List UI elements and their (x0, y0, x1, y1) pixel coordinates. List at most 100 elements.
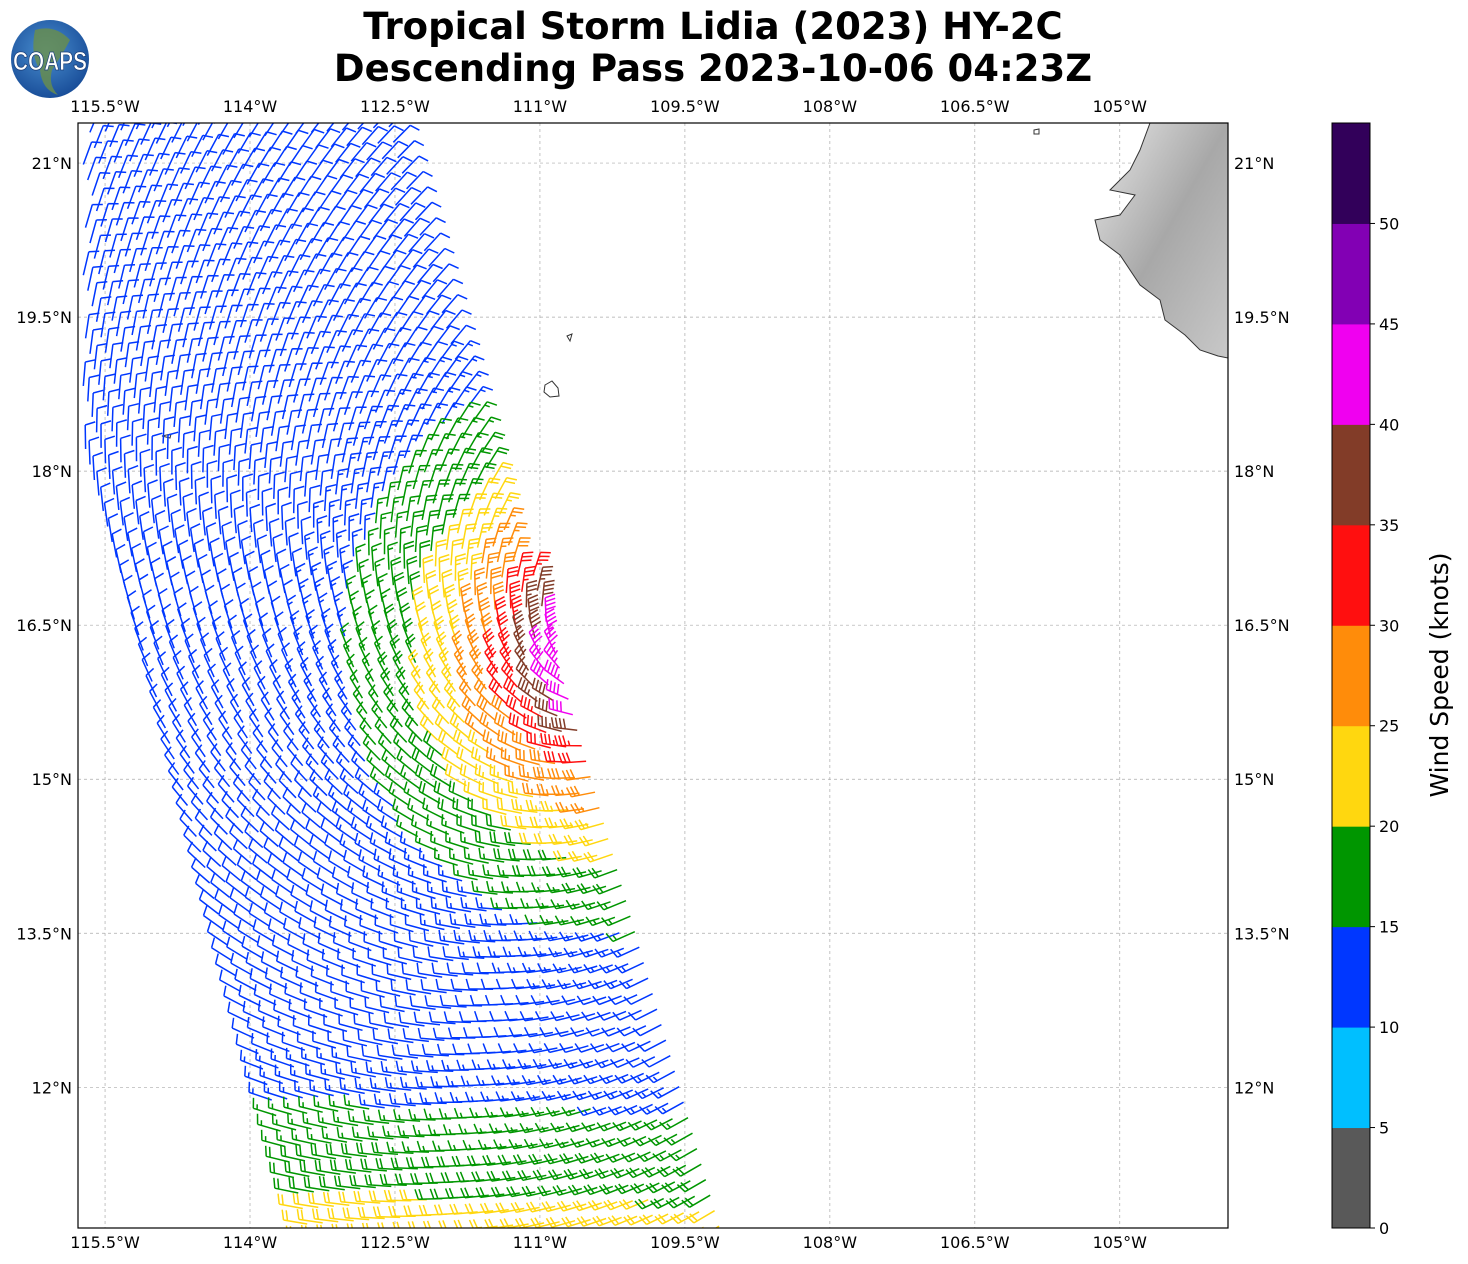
barb-path (351, 1126, 379, 1141)
barb-path (351, 750, 370, 778)
wind-barb (213, 758, 231, 788)
wind-barb (663, 1132, 693, 1146)
wind-barb (435, 631, 448, 661)
wind-barb (367, 527, 379, 556)
barb-path (406, 555, 418, 585)
wind-barb (353, 1013, 379, 1030)
barb-path (104, 123, 110, 132)
wind-barb (363, 931, 388, 951)
barb-path (149, 262, 167, 287)
wind-barb (306, 949, 330, 971)
wind-barb (437, 797, 461, 819)
wind-barb (259, 820, 279, 848)
barb-path (326, 329, 347, 353)
wind-barb (124, 232, 143, 257)
barb-path (423, 232, 451, 252)
barb-path (213, 320, 231, 346)
wind-barb (530, 1106, 560, 1118)
wind-barb (184, 166, 206, 190)
barb-path (504, 1010, 534, 1022)
wind-barb (373, 1093, 401, 1108)
barb-path (397, 1125, 425, 1138)
barb-path (359, 497, 373, 525)
wind-barb (548, 947, 578, 958)
wind-barb (524, 914, 553, 926)
wind-barb (545, 1106, 576, 1117)
wind-barb (160, 354, 175, 381)
wind-barb (457, 567, 469, 597)
wind-barb (255, 410, 271, 438)
barb-path (350, 359, 372, 383)
wind-barb (369, 766, 390, 792)
wind-barb (402, 1028, 429, 1043)
wind-barb (456, 508, 474, 534)
barb-path (291, 547, 303, 577)
barb-path (202, 775, 220, 804)
wind-barb (161, 603, 172, 634)
barb-path (332, 298, 355, 321)
wind-barb (368, 1012, 394, 1029)
wind-barb (135, 495, 146, 525)
wind-barb (286, 300, 307, 325)
wind-barb (230, 630, 242, 660)
barb-path (386, 156, 413, 175)
barb-path (253, 240, 275, 264)
wind-barb (240, 741, 257, 770)
barb-path (422, 554, 434, 584)
barb-path (561, 769, 591, 781)
wind-barb (237, 520, 248, 549)
wind-barb (331, 800, 352, 827)
barb-path (434, 713, 454, 740)
barb-path (466, 1155, 496, 1167)
barb-path (397, 465, 414, 491)
wind-barb (297, 393, 315, 419)
wind-barb (236, 854, 257, 881)
barb-path (361, 652, 375, 682)
barb-path (166, 493, 178, 523)
wind-barb (207, 663, 220, 693)
barb-path (206, 921, 228, 946)
wind-barb (488, 677, 507, 705)
barb-path (279, 332, 299, 357)
barb-path (495, 1202, 525, 1214)
wind-barb (355, 157, 381, 178)
wind-barb (275, 317, 295, 341)
wind-barb (119, 434, 131, 463)
barb-path (446, 962, 474, 976)
wind-barb (208, 600, 218, 630)
wind-barb (151, 432, 163, 461)
barb-path (244, 426, 258, 454)
barb-path (120, 217, 139, 242)
wind-barb (486, 660, 503, 689)
wind-barb (237, 919, 259, 944)
barb-path (321, 422, 339, 449)
barb-path (95, 187, 115, 212)
wind-barb (507, 522, 528, 546)
barb-path (450, 978, 478, 992)
wind-barb (388, 1093, 416, 1107)
wind-barb (100, 202, 119, 227)
barb-path (279, 901, 301, 925)
barb-path (426, 814, 450, 835)
wind-barb (282, 852, 304, 878)
barb-path (175, 793, 193, 822)
barb-path (233, 442, 246, 471)
barb-path (485, 746, 509, 768)
lon-tick-label: 115.5°W (70, 1233, 140, 1252)
barb-path (526, 731, 551, 749)
barb-path (441, 294, 468, 314)
wind-barb (351, 528, 363, 557)
wind-barb (91, 389, 104, 417)
wind-barb (267, 723, 284, 752)
wind-barb (512, 610, 525, 640)
wind-barb (401, 155, 429, 174)
wind-barb (528, 1153, 558, 1165)
wind-barb (555, 801, 585, 813)
barb-path (233, 335, 251, 360)
wind-barb (475, 897, 503, 911)
wind-barb (433, 615, 445, 646)
wind-barb (531, 882, 560, 893)
wind-barb (594, 1168, 625, 1180)
barb-path (443, 679, 461, 708)
barb-path (350, 1061, 376, 1078)
